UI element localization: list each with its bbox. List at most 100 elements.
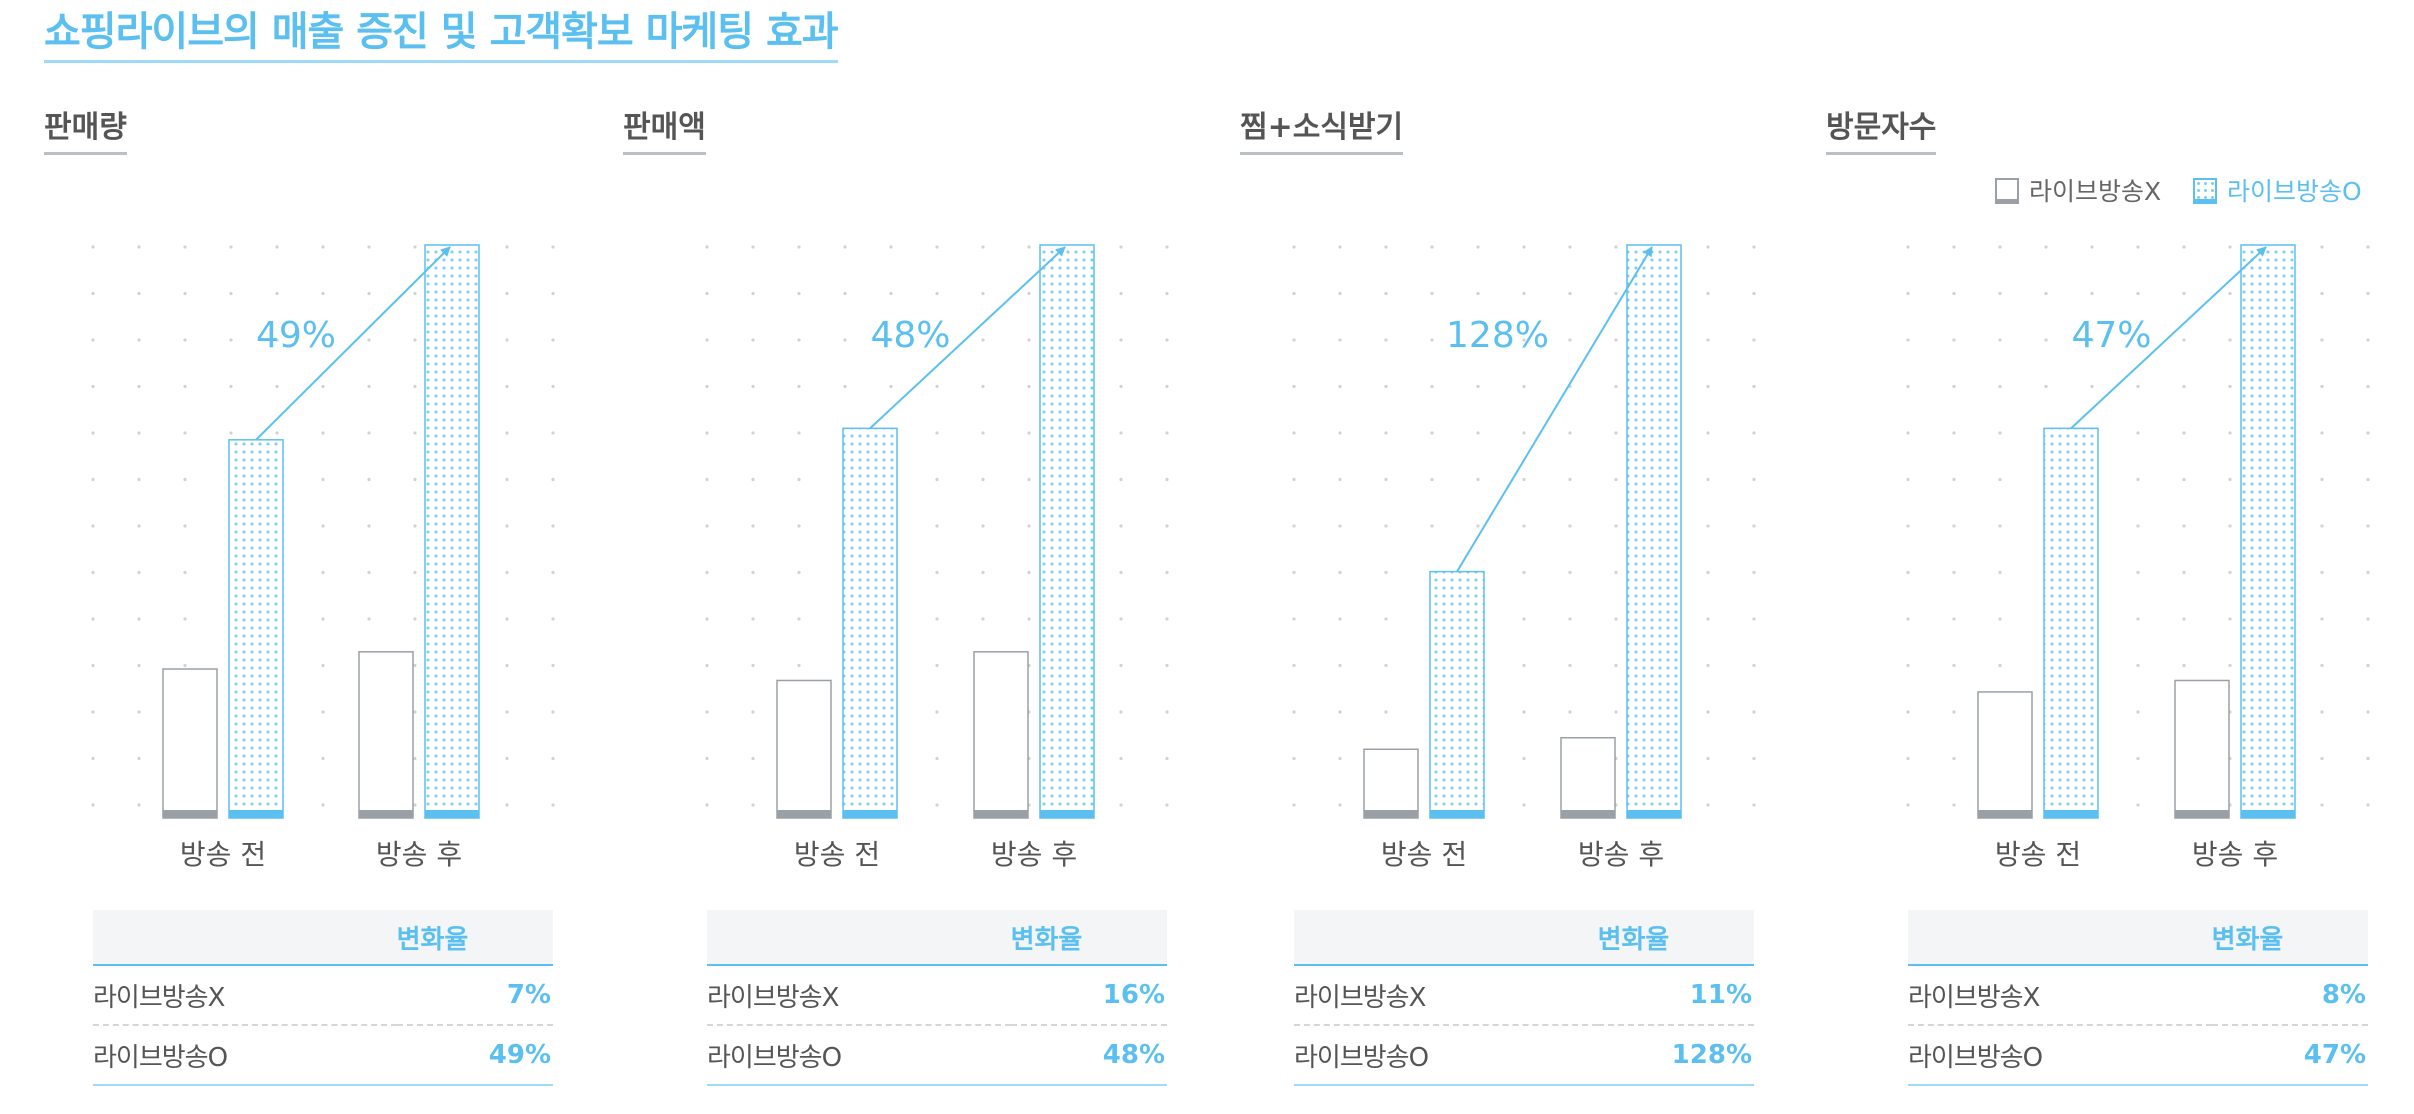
grid-dot: [843, 338, 847, 342]
grid-dot: [1027, 384, 1031, 389]
grid-dot: [1906, 384, 1910, 389]
grid-dot: [1338, 570, 1342, 575]
grid-dot: [981, 570, 985, 575]
grid-dot: [413, 245, 417, 249]
grid-dot: [91, 756, 95, 761]
grid-dot: [1384, 431, 1388, 435]
grid-dot: [1292, 570, 1296, 575]
grid-dot: [1568, 431, 1572, 435]
grid-dot: [1430, 291, 1434, 296]
grid-dot: [1906, 524, 1910, 528]
grid-dot: [183, 338, 187, 342]
table-header-empty: [1908, 910, 2212, 966]
grid-dot: [183, 477, 187, 482]
grid-dot: [321, 663, 325, 668]
table-row-value: 7%: [396, 965, 553, 1026]
grid-dot: [2320, 803, 2324, 807]
grid-dot: [2136, 803, 2140, 807]
grid-dot: [889, 384, 893, 389]
grid-dot: [2182, 477, 2186, 482]
grid-dot: [1027, 524, 1031, 528]
table-row-label: 라이브방송O: [1908, 1025, 2212, 1086]
grid-dot: [797, 291, 801, 296]
grid-dot: [2366, 617, 2370, 621]
grid-dot: [1906, 710, 1910, 714]
grid-dot: [2320, 477, 2324, 482]
grid-dot: [413, 710, 417, 714]
grid-dot: [981, 384, 985, 389]
grid-dot: [91, 431, 95, 435]
grid-dot: [797, 431, 801, 435]
table-header-empty: [1294, 910, 1598, 966]
bar-live-o: [1039, 244, 1095, 819]
grid-dot: [413, 477, 417, 482]
growth-annotation: 47%: [2071, 315, 2151, 356]
grid-dot: [413, 663, 417, 668]
grid-dot: [2366, 245, 2370, 249]
grid-dot: [1952, 803, 1956, 807]
grid-dot: [1338, 338, 1342, 342]
grid-dot: [981, 291, 985, 296]
grid-dot: [413, 570, 417, 575]
legend-swatch-live-x: [1995, 178, 2019, 204]
bar-live-x: [358, 651, 414, 819]
bar-base-live-o: [1430, 810, 1484, 818]
grid-dot: [2320, 338, 2324, 342]
grid-dot: [2228, 617, 2232, 621]
grid-dot: [2182, 617, 2186, 621]
grid-dot: [1292, 431, 1296, 435]
bar-base-live-o: [1040, 810, 1094, 818]
table-row: 라이브방송O 47%: [1908, 1025, 2368, 1086]
grid-dot: [1292, 291, 1296, 296]
grid-dot: [413, 338, 417, 342]
grid-dot: [705, 245, 709, 249]
chart-title-likes-follows: 찜+소식받기: [1240, 108, 1404, 155]
grid-dot: [1522, 384, 1526, 389]
grid-dot: [1752, 384, 1756, 389]
grid-dot: [751, 431, 755, 435]
grid-dot: [2228, 663, 2232, 668]
grid-dot: [2136, 291, 2140, 296]
grid-dot: [1292, 663, 1296, 668]
grid-dot: [137, 570, 141, 575]
grid-dot: [321, 524, 325, 528]
grid-dot: [1752, 431, 1756, 435]
grid-dot: [935, 431, 939, 435]
grid-dot: [1952, 663, 1956, 668]
grid-dot: [935, 291, 939, 296]
table-header-empty: [93, 910, 397, 966]
grid-dot: [2090, 291, 2094, 296]
grid-dot: [889, 291, 893, 296]
grid-dot: [413, 617, 417, 621]
table-header-change-rate: 변화율: [2211, 910, 2368, 966]
grid-dot: [2320, 431, 2324, 435]
grid-dot: [183, 570, 187, 575]
grid-dot: [2090, 384, 2094, 389]
grid-dot: [705, 291, 709, 296]
grid-dot: [1998, 524, 2002, 528]
grid-dot: [1614, 524, 1618, 528]
grid-dot: [1998, 338, 2002, 342]
grid-dot: [751, 384, 755, 389]
grid-dot: [1952, 524, 1956, 528]
grid-dot: [1906, 477, 1910, 482]
grid-dot: [321, 477, 325, 482]
grid-dot: [1027, 617, 1031, 621]
bar-base-live-o: [2044, 810, 2098, 818]
x-tick-label: 방송 후: [1578, 838, 1664, 871]
bar-live-o: [424, 244, 480, 819]
grid-dot: [705, 663, 709, 668]
grid-dot: [1384, 245, 1388, 249]
grid-dot: [2182, 384, 2186, 389]
grid-dot: [1027, 570, 1031, 575]
grid-dot: [183, 291, 187, 296]
grid-dot: [367, 477, 371, 482]
grid-dot: [229, 245, 233, 249]
grid-dot: [1119, 384, 1123, 389]
grid-dot: [91, 245, 95, 249]
grid-dot: [2136, 431, 2140, 435]
grid-dot: [1706, 524, 1710, 528]
grid-dot: [1614, 431, 1618, 435]
grid-dot: [1119, 245, 1123, 249]
grid-dot: [1384, 663, 1388, 668]
